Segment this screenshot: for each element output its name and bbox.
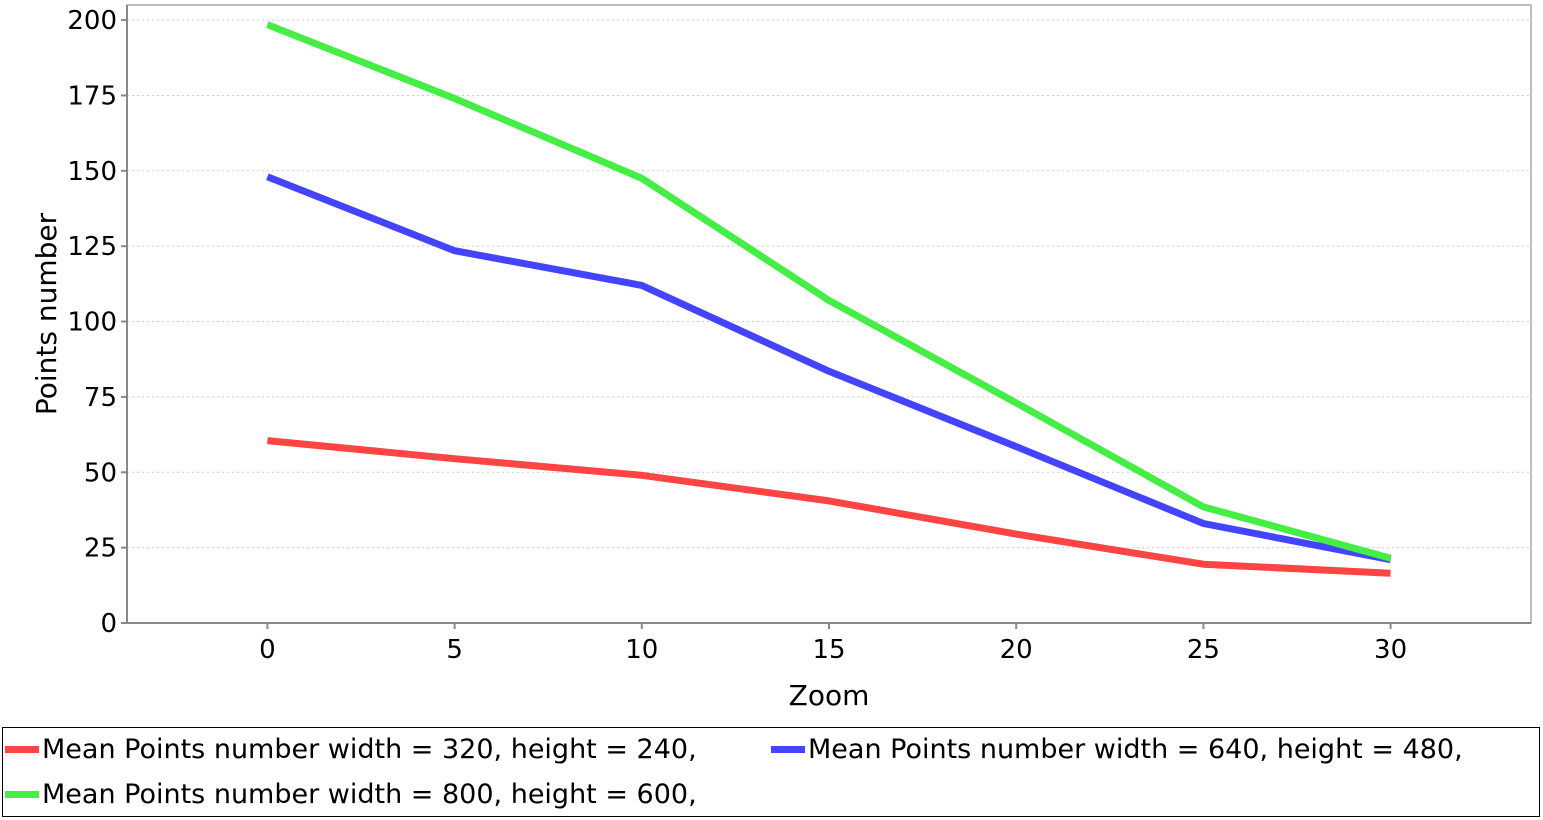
y-tick-label: 0: [100, 609, 117, 639]
y-tick-label: 100: [67, 308, 117, 338]
x-tick-label: 20: [1000, 635, 1033, 665]
x-tick-label: 0: [259, 635, 276, 665]
y-tick-label: 50: [84, 458, 117, 488]
legend-swatch: [5, 791, 39, 798]
x-tick-label: 15: [812, 635, 845, 665]
x-tick-label: 10: [625, 635, 658, 665]
legend-item-800x600: Mean Points number width = 800, height =…: [5, 779, 697, 810]
x-axis-ticks: 0 5 10 15 20 25 30: [259, 635, 1407, 665]
legend-label: Mean Points number width = 320, height =…: [42, 734, 697, 765]
y-tick-label: 150: [67, 157, 117, 187]
y-axis-ticks: 0 25 50 75 100 125 150 175 200: [67, 6, 117, 639]
y-tick-label: 125: [67, 232, 117, 262]
y-tick-label: 75: [84, 383, 117, 413]
series-line-0: [267, 437, 1391, 577]
series-line-1: [266, 173, 1392, 564]
y-tick-label: 175: [67, 81, 117, 111]
plot-area: [126, 4, 1532, 624]
axes: [121, 5, 1531, 629]
x-axis-label: Zoom: [789, 679, 870, 712]
y-tick-label: 25: [84, 534, 117, 564]
legend-label: Mean Points number width = 640, height =…: [808, 734, 1463, 765]
legend-label: Mean Points number width = 800, height =…: [42, 779, 697, 810]
legend-item-640x480: Mean Points number width = 640, height =…: [771, 734, 1463, 765]
x-tick-label: 30: [1374, 635, 1407, 665]
y-tick-label: 200: [67, 6, 117, 36]
x-tick-label: 5: [446, 635, 463, 665]
series-lines: [266, 21, 1392, 577]
line-chart: 0 5 10 15 20 25 30 0 25 50 75 100 125 150 175 200 Zoom…: [30, 4, 1532, 712]
legend-item-320x240: Mean Points number width = 320, height =…: [5, 734, 697, 765]
gridlines: [127, 19, 1531, 549]
series-line-2: [266, 21, 1392, 562]
y-axis-label: Points number: [30, 212, 63, 415]
legend: Mean Points number width = 320, height =…: [2, 727, 1540, 817]
legend-swatch: [771, 746, 805, 753]
legend-swatch: [5, 746, 39, 753]
x-tick-label: 25: [1187, 635, 1220, 665]
